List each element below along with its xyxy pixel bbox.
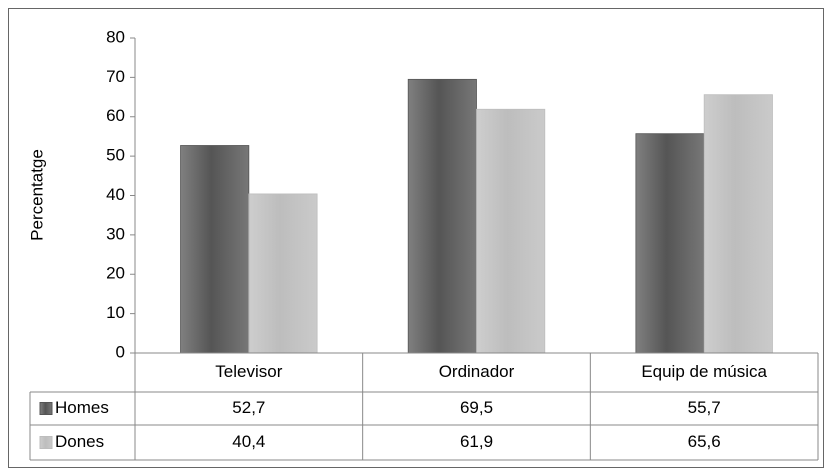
bar xyxy=(703,94,773,354)
y-tick-label: 40 xyxy=(106,185,125,204)
y-tick-label: 80 xyxy=(106,27,125,46)
y-axis-label: Percentatge xyxy=(27,149,46,241)
y-tick-label: 0 xyxy=(116,342,125,361)
y-tick-label: 10 xyxy=(106,303,125,322)
table-value: 55,7 xyxy=(688,398,721,417)
category-label: Ordinador xyxy=(439,362,515,381)
bar xyxy=(635,133,705,354)
y-tick-label: 60 xyxy=(106,106,125,125)
y-tick-label: 30 xyxy=(106,224,125,243)
legend-label: Homes xyxy=(55,398,109,417)
bar xyxy=(180,145,250,354)
bar xyxy=(248,193,318,354)
legend-key xyxy=(39,402,53,415)
category-label: Televisor xyxy=(215,362,282,381)
table-value: 40,4 xyxy=(232,432,265,451)
table-value: 69,5 xyxy=(460,398,493,417)
legend-key xyxy=(39,436,53,449)
table-value: 61,9 xyxy=(460,432,493,451)
y-tick-label: 20 xyxy=(106,264,125,283)
category-label: Equip de música xyxy=(641,362,767,381)
table-value: 65,6 xyxy=(688,432,721,451)
y-tick-label: 70 xyxy=(106,67,125,86)
table-value: 52,7 xyxy=(232,398,265,417)
bar xyxy=(407,78,477,354)
y-tick-label: 50 xyxy=(106,146,125,165)
bar xyxy=(476,108,546,354)
legend-label: Dones xyxy=(55,432,104,451)
